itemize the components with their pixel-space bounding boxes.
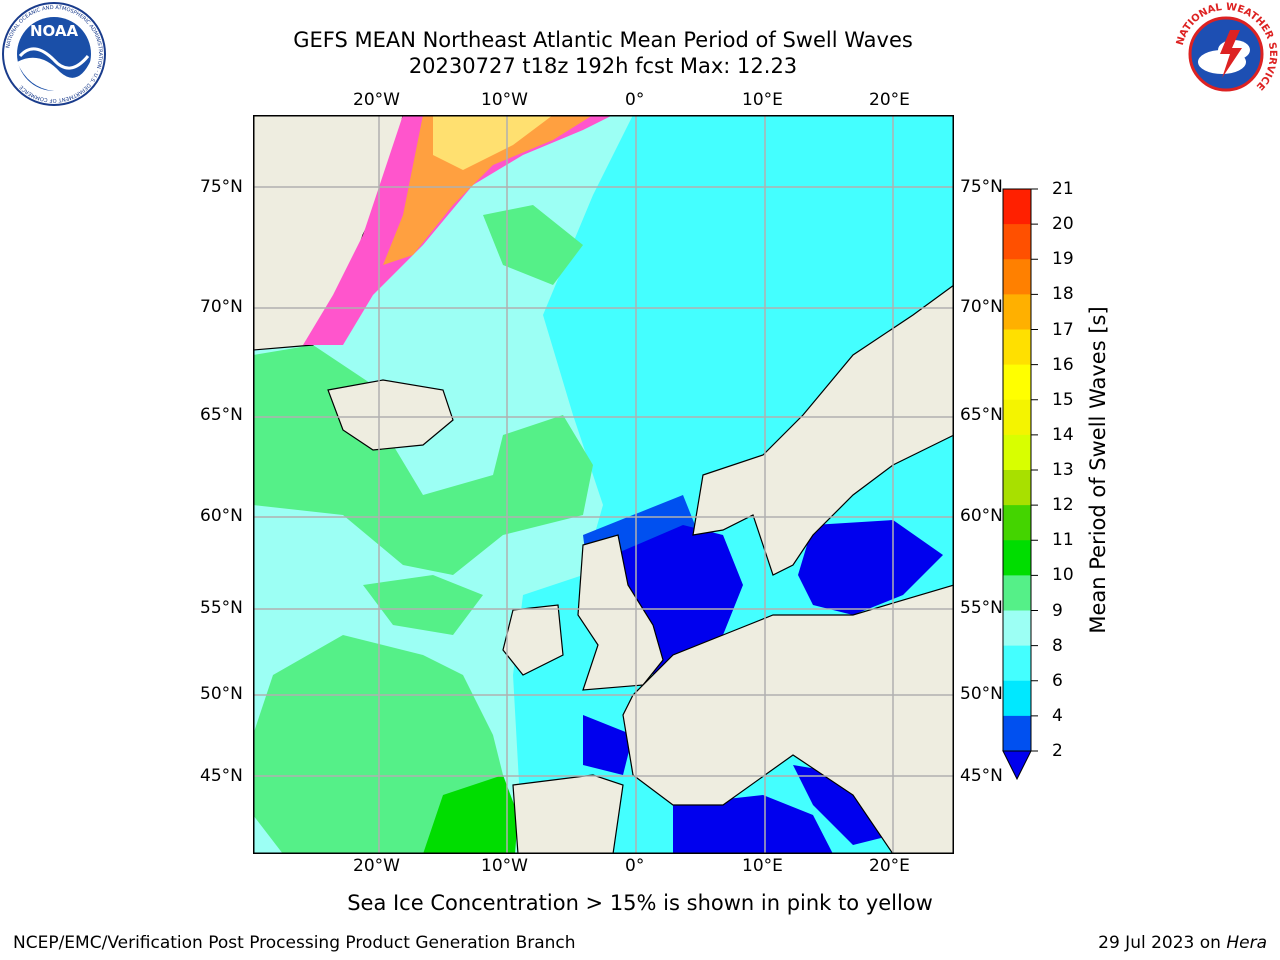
ireland-land [502, 604, 564, 676]
biscay-short-period [583, 715, 633, 775]
colorbar-tick-label: 11 [1052, 530, 1074, 551]
lat-label-right-70n: 70°N [960, 297, 1003, 317]
footer-branch: NCEP/EMC/Verification Post Processing Pr… [13, 933, 576, 953]
lon-label-top-10e: 10°E [742, 90, 783, 110]
colorbar-segment [1003, 645, 1031, 682]
colorbar-segment [1003, 294, 1031, 330]
lat-label-left-50n: 50°N [200, 684, 243, 704]
lon-label-bottom-20w: 20°W [353, 856, 400, 876]
lat-label-right-60n: 60°N [960, 506, 1003, 526]
scandinavia-land [692, 284, 954, 576]
colorbar-tick-label: 17 [1052, 319, 1074, 340]
colorbar-segment [1003, 224, 1031, 260]
lon-label-bottom-10e: 10°E [742, 856, 783, 876]
lat-label-left-75n: 75°N [200, 177, 243, 197]
lat-label-left-55n: 55°N [200, 598, 243, 618]
lat-label-right-45n: 45°N [960, 766, 1003, 786]
colorbar-tick-label: 14 [1052, 424, 1074, 445]
mediterranean-short-period [673, 795, 833, 854]
colorbar-tick-label: 10 [1052, 565, 1074, 586]
lat-label-right-55n: 55°N [960, 598, 1003, 618]
footer-date-text: 29 Jul 2023 on [1098, 933, 1227, 953]
colorbar-segment [1003, 610, 1031, 647]
nws-logo: NATIONAL WEATHER SERVICE [1174, 2, 1278, 106]
lat-label-left-70n: 70°N [200, 297, 243, 317]
footer-date: 29 Jul 2023 on Hera [1098, 933, 1267, 953]
colorbar-tick-label: 6 [1052, 670, 1063, 691]
swell-green-central [483, 205, 583, 285]
colorbar-extend-arrow [1002, 750, 1032, 781]
swell-period-map [253, 115, 954, 854]
adriatic-short-period [793, 765, 893, 845]
iberia-land [512, 774, 624, 854]
colorbar-segment [1003, 575, 1031, 611]
footer-host: Hera [1226, 933, 1267, 953]
colorbar-segment [1003, 189, 1031, 225]
colorbar-tick-label: 18 [1052, 284, 1074, 305]
lon-label-top-20e: 20°E [869, 90, 910, 110]
colorbar-segment [1003, 364, 1031, 401]
colorbar-segment [1003, 399, 1031, 436]
chart-subtitle-date: 20230727 t18z 192h fcst Max: 12.23 [408, 54, 798, 78]
colorbar-tick-label: 13 [1052, 460, 1074, 480]
sea-ice-pink [303, 115, 613, 345]
colorbar-tick-label: 21 [1052, 179, 1074, 199]
noaa-logo: NOAA NATIONAL OCEANIC AND ATMOSPHERIC AD… [2, 2, 106, 106]
colorbar-segment [1003, 540, 1031, 576]
colorbar-tick-label: 19 [1052, 249, 1074, 270]
lat-label-left-45n: 45°N [200, 766, 243, 786]
lon-label-top-20w: 20°W [353, 90, 400, 110]
colorbar-tick-label: 2 [1052, 741, 1063, 761]
lon-label-bottom-10w: 10°W [481, 856, 528, 876]
baltic-short-period [798, 520, 943, 615]
colorbar-title: Mean Period of Swell Waves [s] [1086, 306, 1110, 634]
lon-label-top-0: 0° [625, 90, 645, 110]
lon-label-bottom-0: 0° [625, 856, 645, 876]
lat-label-right-50n: 50°N [960, 684, 1003, 704]
great-britain-land [577, 534, 664, 691]
colorbar-segment [1003, 434, 1031, 471]
swell-bright-green-region [423, 775, 518, 854]
colorbar [1002, 188, 1038, 781]
colorbar-tick-label: 12 [1052, 495, 1074, 516]
sea-ice-note: Sea Ice Concentration > 15% is shown in … [347, 891, 933, 915]
lat-label-left-60n: 60°N [200, 506, 243, 526]
lat-label-right-65n: 65°N [960, 405, 1003, 425]
colorbar-tick-label: 16 [1052, 354, 1074, 375]
lon-label-bottom-20e: 20°E [869, 856, 910, 876]
colorbar-segment [1003, 715, 1031, 752]
colorbar-tick-label: 4 [1052, 705, 1063, 726]
colorbar-tick-label: 15 [1052, 389, 1074, 410]
iceland-land [327, 379, 454, 451]
swell-green-atlantic-patch [363, 575, 483, 635]
lat-label-right-75n: 75°N [960, 177, 1003, 197]
colorbar-tick-label: 8 [1052, 635, 1063, 656]
noaa-logo-text: NOAA [30, 22, 79, 40]
lat-label-left-65n: 65°N [200, 405, 243, 425]
colorbar-segment [1003, 329, 1031, 366]
lon-label-top-10w: 10°W [481, 90, 528, 110]
graticule [253, 115, 954, 854]
colorbar-segment [1003, 505, 1031, 541]
sea-ice-yellow [433, 115, 553, 170]
map-border [253, 115, 954, 854]
colorbar-segment [1003, 259, 1031, 295]
colorbar-segment [1003, 470, 1031, 506]
chart-title: GEFS MEAN Northeast Atlantic Mean Period… [293, 28, 913, 52]
colorbar-tick-label: 20 [1052, 214, 1074, 235]
colorbar-segment [1003, 680, 1031, 717]
colorbar-tick-label: 9 [1052, 600, 1063, 621]
continental-europe-land [622, 584, 954, 854]
